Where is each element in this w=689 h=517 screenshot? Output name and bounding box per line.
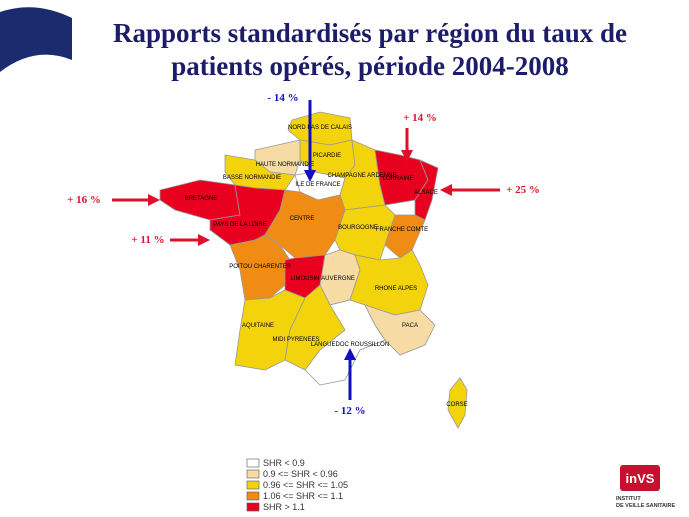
region-label: NORD PAS DE CALAIS — [288, 125, 352, 131]
arrow-head — [344, 348, 356, 360]
region-label: PACA — [402, 323, 418, 329]
region — [304, 299, 386, 386]
region-label: AQUITAINE — [242, 323, 274, 329]
flag-decoration — [0, 7, 72, 73]
region-label: CHAMPAGNE ARDENNE — [328, 173, 397, 179]
region-label: ALSACE — [414, 190, 438, 196]
arrow-head — [198, 234, 210, 246]
title-line: patients opérés, période 2004-2008 — [171, 51, 568, 81]
logo-mark: inVS — [626, 471, 655, 486]
map: NORD PAS DE CALAIS PICARDIE HAUTE NORMANDI… — [159, 111, 468, 429]
legend-label: SHR < 0.9 — [263, 458, 305, 468]
legend-swatch — [246, 491, 260, 501]
region-label: PAYS DE LA LOIRE — [213, 222, 266, 228]
region — [447, 377, 468, 429]
legend-label: 1.06 <= SHR <= 1.1 — [263, 491, 343, 501]
legend-label: 0.96 <= SHR <= 1.05 — [263, 480, 348, 490]
legend-swatch — [246, 458, 260, 468]
region-label: AUVERGNE — [321, 276, 355, 282]
region-label: LORRAINE — [383, 176, 414, 182]
arrows — [112, 100, 500, 400]
annotation: - 14 % — [267, 92, 298, 104]
region-label: BOURGOGNE — [338, 225, 378, 231]
annotation: + 25 % — [506, 184, 540, 196]
logo-box — [620, 465, 660, 491]
arrow-head — [148, 194, 160, 206]
region-label: CORSE — [446, 402, 467, 408]
legend-label: 0.9 <= SHR < 0.96 — [263, 469, 338, 479]
title-line: Rapports standardisés par région du taux… — [113, 18, 627, 48]
region-label: PICARDIE — [313, 153, 341, 159]
region — [364, 304, 436, 356]
legend-swatch — [246, 502, 260, 512]
arrow-head — [401, 150, 413, 162]
legend-label: SHR > 1.1 — [263, 502, 305, 512]
region-label: RHONE ALPES — [375, 286, 417, 292]
logo-text: INSTITUT — [616, 496, 641, 502]
region-label: BASSE NORMANDIE — [223, 175, 281, 181]
arrow-head — [304, 170, 316, 182]
region-label: BRETAGNE — [185, 196, 218, 202]
legend: SHR < 0.90.9 <= SHR < 0.960.96 <= SHR <=… — [246, 458, 348, 512]
arrow-head — [440, 184, 452, 196]
annotation: + 14 % — [403, 112, 437, 124]
legend-swatch — [246, 480, 260, 490]
region-label: FRANCHE COMTE — [376, 227, 428, 233]
region-label: LANGUEDOC ROUSSILLON — [311, 342, 389, 348]
region-label: POITOU CHARENTES — [229, 264, 291, 270]
annotation: + 11 % — [131, 234, 164, 246]
region-label: ILE DE FRANCE — [295, 182, 340, 188]
region — [264, 189, 346, 259]
region — [349, 249, 429, 316]
legend-swatch — [246, 469, 260, 479]
logo-text: DE VEILLE SANITAIRE — [616, 503, 676, 509]
region-label: CENTRE — [290, 216, 315, 222]
annotation: - 12 % — [334, 405, 365, 417]
annotation: + 16 % — [67, 194, 101, 206]
region-label: MIDI PYRENEES — [272, 337, 319, 343]
region-label: HAUTE NORMANDIE — [256, 162, 315, 168]
region-label: LIMOUSIN — [290, 276, 319, 282]
